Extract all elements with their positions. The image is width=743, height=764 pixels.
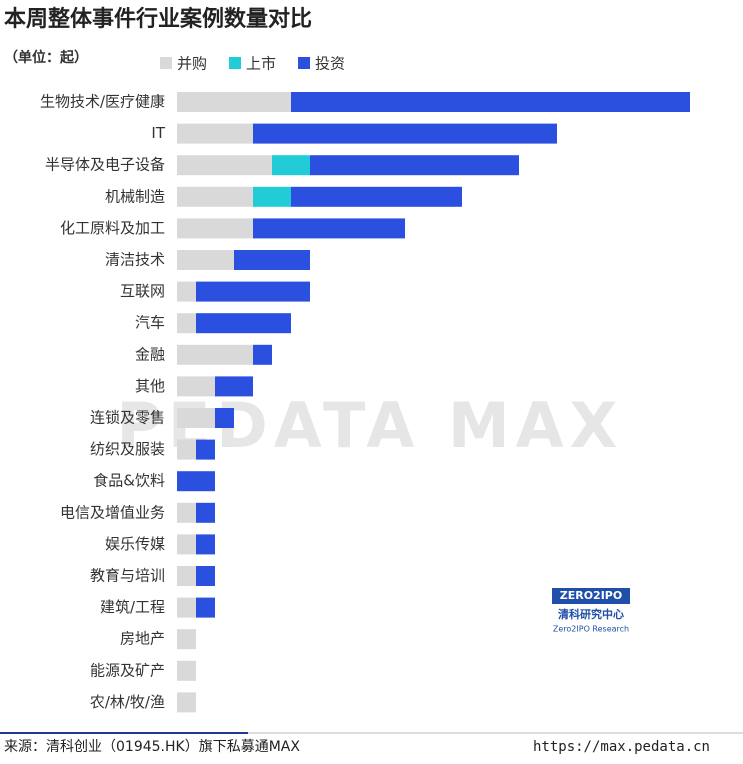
bar-segment [234,250,310,270]
y-tick-label: 机械制造 [105,187,165,205]
y-tick-label: 建筑/工程 [100,598,165,616]
bar-segment [177,155,272,176]
y-tick-label: 娱乐传媒 [105,535,165,553]
bar-segment [196,281,310,302]
y-tick-label: 清洁技术 [105,251,165,269]
y-tick-label: 能源及矿产 [90,661,165,679]
y-tick-label: 电信及增值业务 [60,503,165,521]
footer-url: https://max.pedata.cn [533,739,710,755]
bar-segment [196,313,291,334]
y-tick-label: 食品&饮料 [93,472,165,490]
logo-name: 清科研究中心 [558,607,624,621]
y-tick-label: 化工原料及加工 [60,219,165,237]
bar-segment [177,566,196,586]
chart-title: 本周整体事件行业案例数量对比 [4,6,312,32]
bar-segment [253,218,405,239]
logo-brand: ZERO2IPO [560,589,622,602]
legend-swatch [298,57,311,69]
bar-segment [177,92,291,112]
bar-segment [196,566,215,586]
bar-segment [272,155,310,176]
legend-label: 投资 [315,55,345,73]
bar-segment [177,281,196,302]
y-tick-label: 汽车 [135,314,165,332]
y-tick-label: 纺织及服装 [90,440,165,458]
bar-segment [253,186,291,207]
bar-segment [177,439,196,460]
bar-segment [177,313,196,334]
bar-segment [177,660,196,681]
logo: ZERO2IPO 清科研究中心 Zero2IPO Research [552,588,630,634]
bar-segment [177,123,253,144]
bar-segment [196,502,215,523]
bar-segment [253,344,272,365]
legend-label: 上市 [246,55,276,73]
bar-segment [177,344,253,365]
bar-segment [177,186,253,207]
logo-box [552,588,630,604]
bar-segment [196,534,215,555]
y-tick-label: 教育与培训 [90,567,165,585]
y-tick-label: 连锁及零售 [90,409,165,427]
bar-segment [177,408,215,428]
bar-segment [291,186,462,207]
bar-segment [196,597,215,618]
bar-segment [177,692,196,713]
bar-segment [215,408,234,428]
bar-segment [177,597,196,618]
logo-sub: Zero2IPO Research [553,625,629,634]
y-tick-label: 房地产 [120,630,165,648]
y-tick-label: 农/林/牧/渔 [90,693,165,711]
footer-source: 来源：清科创业（01945.HK）旗下私募通MAX [4,739,300,755]
y-tick-label: 金融 [135,345,165,363]
bar-segment [177,629,196,650]
bar-segment [177,218,253,239]
bar-segment [177,502,196,523]
bar-segment [310,155,519,176]
y-tick-label: 生物技术/医疗健康 [40,93,165,111]
bar-segment [253,123,557,144]
y-tick-label: 互联网 [120,282,165,300]
bar-segment [177,376,215,397]
bar-segment [177,534,196,555]
bar-segment [177,250,234,270]
y-tick-label: IT [151,124,165,142]
bar-segment [291,92,690,112]
legend-label: 并购 [177,55,207,73]
legend-swatch [160,57,172,69]
bar-segment [215,376,253,397]
y-tick-label: 其他 [135,377,165,395]
legend-swatch [229,57,242,69]
unit-note: （单位：起） [4,49,88,66]
bar-segment [196,439,215,460]
y-tick-label: 半导体及电子设备 [45,156,165,174]
bar-segment [177,471,215,492]
